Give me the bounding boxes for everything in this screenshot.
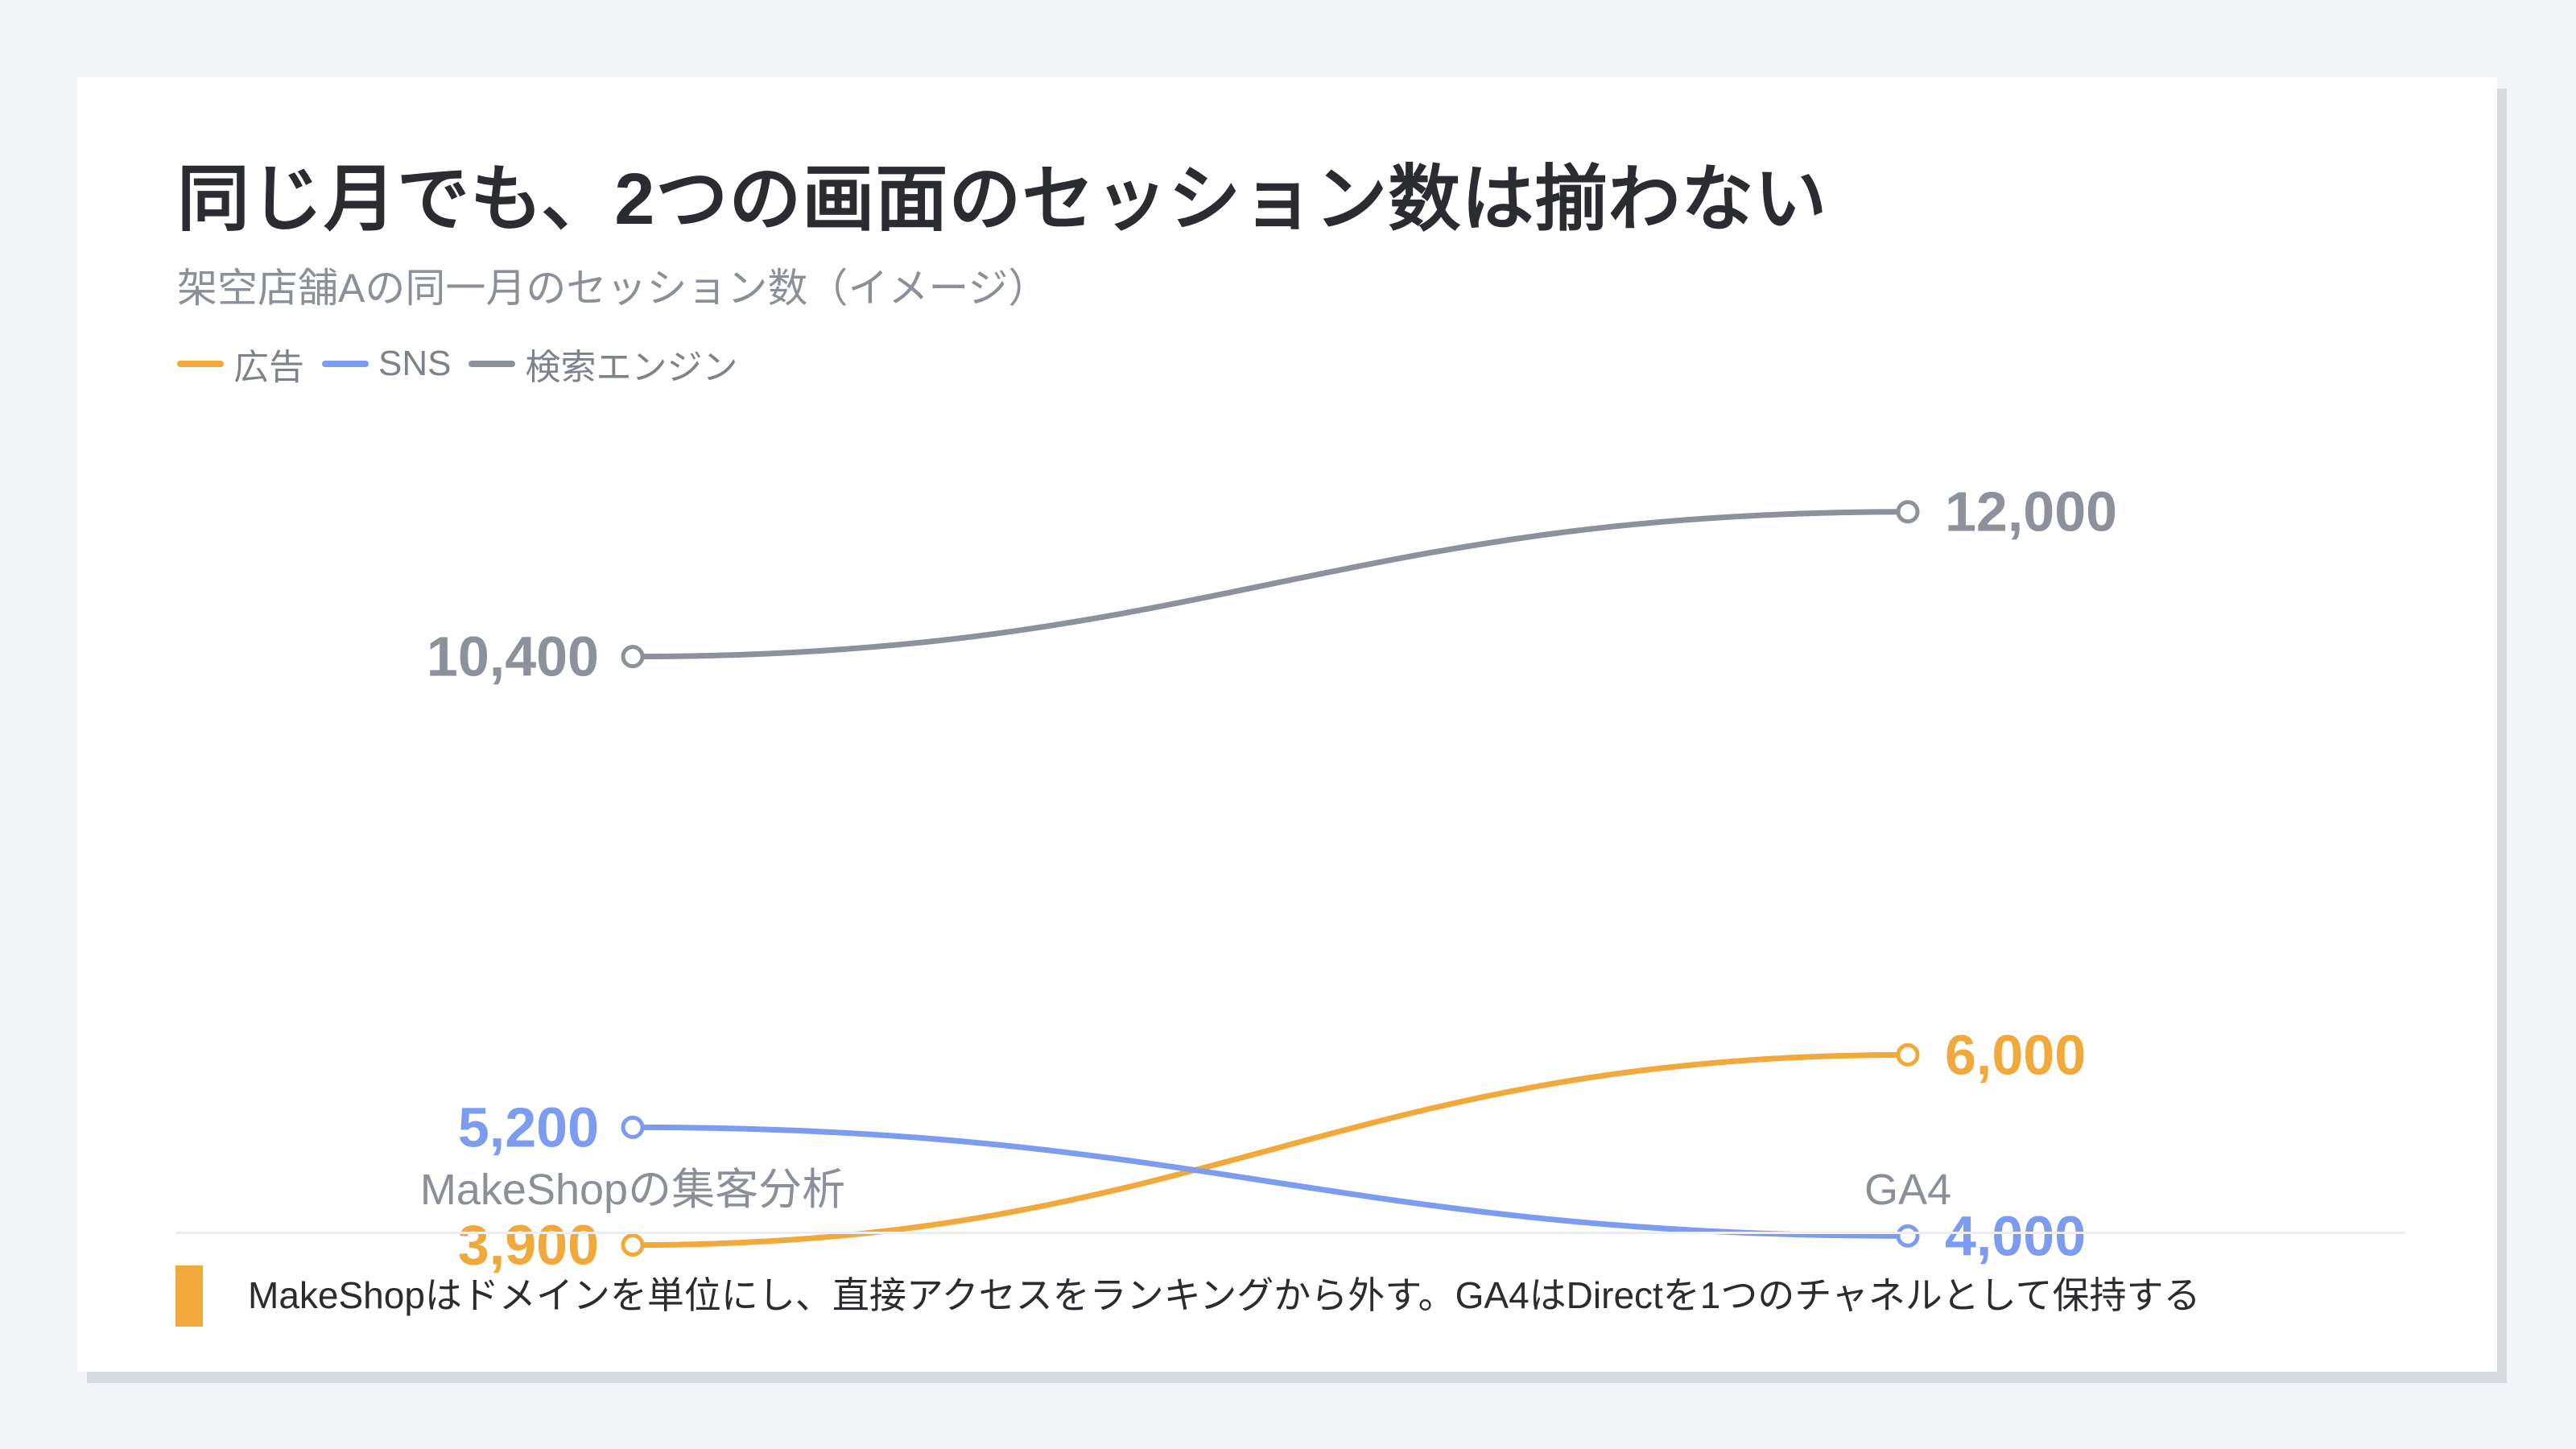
data-point-ads-0 — [621, 1233, 645, 1257]
note-accent-bar — [175, 1265, 203, 1327]
legend-label-sns: SNS — [378, 344, 452, 383]
legend-swatch-search — [469, 361, 516, 367]
data-label-search-0: 10,400 — [427, 625, 599, 688]
data-label-search-1: 12,000 — [1945, 481, 2117, 543]
legend-item-ads: 広告 — [177, 338, 304, 390]
legend: 広告 SNS 検索エンジン — [177, 340, 755, 388]
x-category-label-1: GA4 — [1864, 1166, 1951, 1214]
legend-swatch-ads — [177, 361, 224, 367]
data-point-sns-0 — [621, 1115, 645, 1139]
series-line-sns — [630, 1124, 1911, 1239]
chart-title: 同じ月でも、2つの画面のセッション数は揃わない — [177, 159, 1828, 240]
data-label-sns-1: 4,000 — [1945, 1204, 2086, 1267]
chart-subtitle: 架空店舗Aの同一月のセッション数（イメージ） — [177, 266, 1049, 311]
data-label-ads-0: 3,900 — [458, 1214, 599, 1277]
legend-label-ads: 広告 — [233, 348, 304, 387]
legend-swatch-sns — [322, 361, 369, 367]
data-label-ads-1: 6,000 — [1945, 1023, 2086, 1086]
data-point-ads-1 — [1896, 1042, 1920, 1067]
legend-item-sns: SNS — [322, 344, 451, 384]
footnote: MakeShopはドメインを単位にし、直接アクセスをランキングから外す。GA4は… — [248, 1274, 2201, 1316]
slope-chart: 3,900 6,000 5,200 4,000 10,400 12,000 MakeShop… — [420, 481, 2117, 1277]
data-point-search-0 — [621, 645, 645, 669]
data-point-sns-1 — [1896, 1224, 1920, 1248]
series-line-ads — [630, 1051, 1911, 1249]
data-point-search-1 — [1896, 500, 1920, 524]
legend-label-search: 検索エンジン — [525, 348, 738, 387]
x-category-label-0: MakeShopの集客分析 — [420, 1166, 845, 1214]
data-label-sns-0: 5,200 — [458, 1096, 599, 1158]
legend-item-search: 検索エンジン — [469, 338, 737, 390]
divider — [175, 1232, 2405, 1234]
series-line-search — [630, 509, 1911, 660]
chart-card: 同じ月でも、2つの画面のセッション数は揃わない 架空店舗Aの同一月のセッション数… — [77, 77, 2497, 1372]
